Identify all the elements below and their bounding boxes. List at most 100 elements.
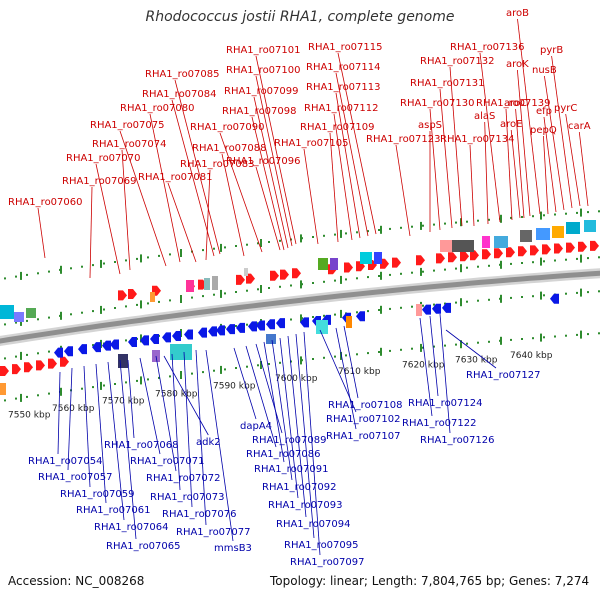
- forward-gene-arrow: [270, 270, 279, 281]
- rha1-ro07139-label: RHA1_ro07139: [476, 98, 551, 109]
- reverse-gene-arrow: [300, 317, 309, 328]
- gene-feature-block: [346, 316, 352, 328]
- scale-dot: [334, 279, 336, 282]
- gene-feature-block: [318, 258, 328, 270]
- rha1-ro07083-label: RHA1_ro07083: [180, 159, 255, 170]
- scale-major-tick: [20, 271, 22, 280]
- scale-dot: [136, 303, 138, 306]
- scale-tick-label: 7620 kbp: [402, 361, 445, 371]
- forward-gene-arrow: [542, 244, 551, 255]
- scale-dot: [466, 266, 468, 269]
- scale-dot: [15, 355, 17, 358]
- scale-dot: [466, 220, 468, 223]
- scale-dot: [158, 254, 160, 257]
- scale-major-tick: [580, 330, 582, 339]
- scale-dot: [587, 211, 589, 214]
- forward-gene-arrow: [36, 360, 45, 371]
- rha1-ro07113-leader: [335, 92, 361, 239]
- reverse-gene-arrow: [172, 331, 181, 342]
- rha1-ro07089-leader: [255, 343, 283, 434]
- scale-tick-label: 7600 kbp: [275, 374, 318, 384]
- aroe-leader: [510, 129, 521, 219]
- rha1-ro07069-leader: [89, 186, 93, 279]
- rha1-ro07077-label: RHA1_ro07077: [176, 527, 251, 538]
- scale-dot: [510, 296, 512, 299]
- forward-gene-arrow: [470, 250, 479, 261]
- arob-leader: [517, 18, 541, 215]
- genome-summary-text: Topology: linear; Length: 7,804,765 bp; …: [270, 574, 590, 588]
- scale-dot: [235, 291, 237, 293]
- scale-major-tick: [420, 221, 422, 230]
- rha1-ro07132-leader: [449, 66, 463, 227]
- rha1-ro07077-leader: [195, 349, 207, 526]
- scale-tick-label: 7590 kbp: [213, 382, 256, 392]
- nusb-leader: [544, 75, 565, 211]
- rha1-ro07130-label: RHA1_ro07130: [400, 98, 475, 109]
- scale-dot: [81, 387, 83, 390]
- scale-dot: [356, 277, 358, 280]
- rha1-ro07130-leader: [429, 108, 441, 231]
- scale-major-tick: [180, 249, 182, 257]
- scale-tick-label: 7550 kbp: [8, 411, 51, 421]
- scale-dot: [323, 356, 325, 359]
- scale-dot: [356, 311, 358, 314]
- rha1-ro07088-label: RHA1_ro07088: [192, 143, 267, 154]
- scale-dot: [367, 276, 369, 279]
- scale-dot: [224, 292, 226, 295]
- scale-dot: [312, 236, 314, 238]
- rha1-ro07136-label: RHA1_ro07136: [450, 42, 525, 53]
- gene-feature-block: [566, 222, 580, 234]
- scale-dot: [158, 376, 160, 379]
- reverse-gene-arrow: [54, 347, 63, 358]
- scale-dot: [444, 344, 446, 347]
- scale-dot: [323, 234, 325, 237]
- rha1-ro07109-leader: [329, 132, 339, 243]
- reverse-gene-arrow: [78, 344, 87, 355]
- scale-major-tick: [60, 265, 62, 274]
- cara-leader: [578, 131, 589, 207]
- gene-feature-block: [416, 304, 422, 316]
- rha1-ro07061-leader: [95, 363, 107, 504]
- scale-dot: [488, 218, 490, 221]
- reverse-gene-arrow: [102, 340, 111, 351]
- scale-dot: [444, 302, 446, 305]
- scale-dot: [477, 299, 479, 302]
- forward-gene-arrow: [0, 366, 9, 376]
- scale-dot: [257, 242, 259, 245]
- arob-label: aroB: [506, 8, 529, 19]
- scale-dot: [554, 335, 556, 338]
- rha1-ro07093-label: RHA1_ro07093: [268, 500, 343, 511]
- rha1-ro07099-leader: [253, 96, 289, 249]
- rha1-ro07123-label: RHA1_ro07123: [366, 134, 441, 145]
- efp-leader: [543, 116, 557, 213]
- mmsb3-label: mmsB3: [214, 543, 252, 554]
- scale-dot: [158, 300, 160, 303]
- scale-dot: [576, 211, 578, 214]
- rha1-ro07109-label: RHA1_ro07109: [300, 122, 375, 133]
- scale-dot: [268, 363, 270, 365]
- scale-tick-label: 7630 kbp: [455, 356, 498, 366]
- rha1-ro07084-leader: [171, 99, 215, 257]
- rha1-ro07127-label: RHA1_ro07127: [466, 370, 541, 381]
- scale-dot: [378, 275, 380, 277]
- scale-major-tick: [300, 280, 302, 289]
- rha1-ro07085-leader: [174, 79, 221, 255]
- rha1-ro07075-leader: [119, 130, 167, 267]
- scale-dot: [147, 256, 149, 259]
- pyrb-label: pyrB: [540, 45, 563, 56]
- scale-dot: [433, 223, 435, 226]
- scale-dot: [48, 350, 50, 353]
- gene-feature-block: [440, 240, 452, 252]
- efp-label: efp: [536, 106, 552, 117]
- scale-dot: [103, 384, 105, 387]
- rha1-ro07086-leader: [245, 345, 277, 448]
- rha1-ro07075-label: RHA1_ro07075: [90, 120, 165, 131]
- scale-dot: [26, 319, 28, 322]
- scale-dot: [598, 210, 600, 213]
- scale-dot: [37, 394, 39, 397]
- asps-label: aspS: [418, 120, 442, 131]
- scale-dot: [554, 259, 556, 262]
- rha1-ro07112-label: RHA1_ro07112: [304, 103, 379, 114]
- scale-dot: [125, 305, 127, 308]
- reverse-gene-arrow: [184, 329, 193, 340]
